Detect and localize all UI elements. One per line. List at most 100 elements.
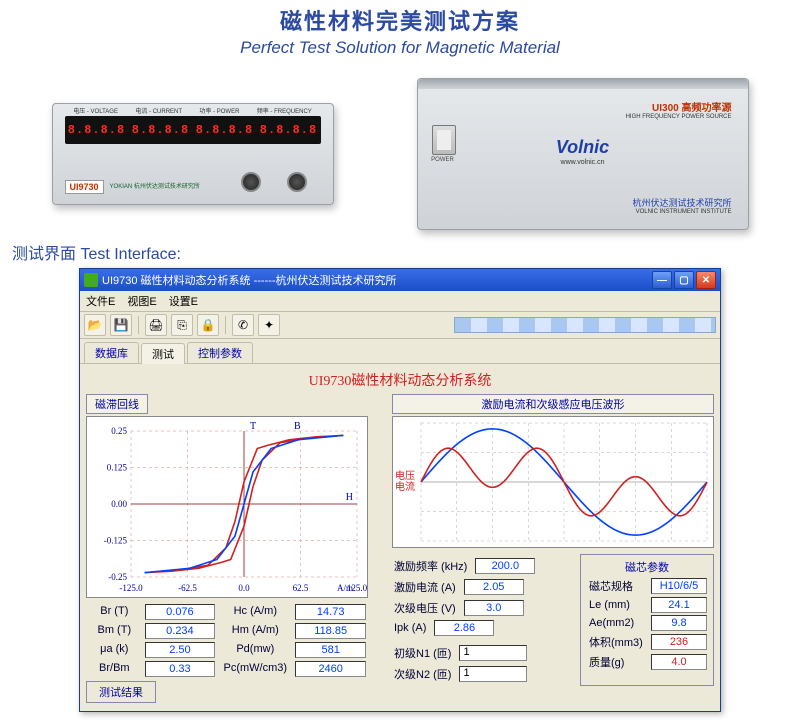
- tab-database[interactable]: 数据库: [84, 342, 139, 363]
- model-tag: UI9730: [65, 180, 104, 194]
- param-key: Pd(mw): [217, 642, 293, 658]
- svg-text:A/m: A/m: [337, 583, 353, 593]
- dev-right-model: UI300 高频功率源: [626, 99, 732, 114]
- n1-input[interactable]: 1: [459, 645, 527, 661]
- tool-open-icon[interactable]: 📂: [84, 314, 106, 336]
- tool-print-icon[interactable]: 🖨: [145, 314, 167, 336]
- param-key: Br (T): [86, 604, 143, 620]
- result-button[interactable]: 测试结果: [86, 681, 156, 703]
- svg-text:0.125: 0.125: [107, 463, 128, 473]
- tool-phone-icon[interactable]: ✆: [232, 314, 254, 336]
- tab-control-params[interactable]: 控制参数: [187, 342, 253, 363]
- dev-right-model-en: HIGH FREQUENCY POWER SOURCE: [626, 114, 732, 120]
- tool-star-icon[interactable]: ✦: [258, 314, 280, 336]
- app-icon: [84, 273, 98, 287]
- app-window: UI9730 磁性材料动态分析系统 ------杭州伏达测试技术研究所 — ▢ …: [79, 268, 721, 712]
- excite-value: 200.0: [475, 558, 535, 574]
- header-cn: 磁性材料完美测试方案: [0, 4, 800, 36]
- core-key: 体积(mm3): [587, 633, 645, 651]
- param-key: Hc (A/m): [217, 604, 293, 620]
- param-value: 2460: [295, 661, 366, 677]
- param-value: 2.50: [145, 642, 216, 658]
- logo-small: YOKIAN 杭州伏达测试技术研究所: [110, 184, 200, 190]
- param-value: 0.234: [145, 623, 216, 639]
- core-key: Le (mm): [587, 598, 645, 612]
- maximize-button[interactable]: ▢: [674, 271, 694, 289]
- excite-value: 3.0: [464, 600, 524, 616]
- col-left: 磁滞回线 -125.0-62.50.062.5125.0-0.25-0.1250…: [86, 394, 384, 703]
- tab-test[interactable]: 测试: [141, 343, 185, 364]
- param-key: Br/Bm: [86, 661, 143, 677]
- inst-en: VOLNIC INSTRUMENT INSTITUTE: [632, 209, 731, 215]
- hysteresis-label: 磁滞回线: [86, 394, 148, 414]
- col-right: 激励电流和次级感应电压波形 电压电流 激励频率 (kHz) 200.0 激励电流 (…: [392, 394, 714, 703]
- n2-label: 次级N2 (匝): [392, 665, 453, 683]
- param-value: 0.076: [145, 604, 216, 620]
- device-left: 电压 - VOLTAGE 电流 - CURRENT 功率 - POWER 频率 …: [52, 103, 334, 205]
- core-key: Ae(mm2): [587, 616, 645, 630]
- menu-settings[interactable]: 设置E: [169, 293, 198, 309]
- seg-freq: 8.8.8.8: [260, 123, 317, 137]
- menu-file[interactable]: 文件E: [86, 293, 115, 309]
- excite-key: 次级电压 (V): [392, 599, 458, 617]
- tool-save-icon[interactable]: 💾: [110, 314, 132, 336]
- svg-text:T: T: [250, 421, 256, 432]
- toolbar: 📂 💾 🖨 ⎘ 🔒 ✆ ✦: [80, 312, 720, 339]
- titlebar: UI9730 磁性材料动态分析系统 ------杭州伏达测试技术研究所 — ▢ …: [80, 269, 720, 291]
- content-title: UI9730磁性材料动态分析系统: [86, 370, 714, 390]
- seg-label: 电压 - VOLTAGE: [73, 106, 118, 115]
- close-button[interactable]: ✕: [696, 271, 716, 289]
- svg-text:H: H: [346, 492, 353, 503]
- waveform-plot: 电压电流: [392, 416, 714, 548]
- excite-value: 2.05: [464, 579, 524, 595]
- waveform-label: 激励电流和次级感应电压波形: [392, 394, 714, 414]
- excite-key: 激励频率 (kHz): [392, 557, 469, 575]
- param-value: 581: [295, 642, 366, 658]
- jack-2: [287, 172, 307, 192]
- svg-text:-62.5: -62.5: [178, 583, 197, 593]
- excite-key: Ipk (A): [392, 621, 428, 635]
- param-value: 14.73: [295, 604, 366, 620]
- param-key: μa (k): [86, 642, 143, 658]
- svg-text:-0.125: -0.125: [104, 536, 128, 546]
- param-value: 0.33: [145, 661, 216, 677]
- seg-label: 功率 - POWER: [199, 106, 239, 115]
- svg-text:0.0: 0.0: [238, 583, 250, 593]
- header-en: Perfect Test Solution for Magnetic Mater…: [0, 38, 800, 58]
- core-key: 质量(g): [587, 653, 645, 671]
- core-value: 4.0: [651, 654, 707, 670]
- svg-text:0.00: 0.00: [111, 499, 127, 509]
- brand-sub: www.volnic.cn: [418, 159, 748, 166]
- n1-label: 初级N1 (匝): [392, 644, 453, 662]
- minimize-button[interactable]: —: [652, 271, 672, 289]
- svg-text:B: B: [294, 421, 301, 432]
- seg-label: 频率 - FREQUENCY: [257, 106, 312, 115]
- tool-lock-icon[interactable]: 🔒: [197, 314, 219, 336]
- seg-power: 8.8.8.8: [196, 123, 253, 137]
- svg-text:-125.0: -125.0: [119, 583, 143, 593]
- waveform-axis-labels: 电压电流: [395, 471, 415, 493]
- jack-1: [241, 172, 261, 192]
- core-value: H10/6/5: [651, 578, 707, 594]
- seg-label: 电流 - CURRENT: [135, 106, 182, 115]
- tool-export-icon[interactable]: ⎘: [171, 314, 193, 336]
- excite-value: 2.86: [434, 620, 494, 636]
- svg-text:0.25: 0.25: [111, 426, 127, 436]
- core-value: 9.8: [651, 615, 707, 631]
- hysteresis-plot: -125.0-62.50.062.5125.0-0.25-0.1250.000.…: [86, 416, 368, 598]
- menubar: 文件E 视图E 设置E: [80, 291, 720, 312]
- core-value: 24.1: [651, 597, 707, 613]
- core-params-box: 磁芯参数 磁芯规格H10/6/5Le (mm)24.1Ae(mm2)9.8体积(…: [580, 554, 714, 686]
- seg-current: 8.8.8.8: [132, 123, 189, 137]
- n2-input[interactable]: 1: [459, 666, 527, 682]
- param-key: Hm (A/m): [217, 623, 293, 639]
- inst-cn: 杭州伏达测试技术研究所: [632, 198, 731, 208]
- param-key: Pc(mW/cm3): [217, 661, 293, 677]
- window-title: UI9730 磁性材料动态分析系统 ------杭州伏达测试技术研究所: [102, 272, 652, 288]
- param-value: 118.85: [295, 623, 366, 639]
- excite-key: 激励电流 (A): [392, 578, 458, 596]
- core-title: 磁芯参数: [587, 559, 707, 575]
- core-value: 236: [651, 634, 707, 650]
- menu-view[interactable]: 视图E: [127, 293, 156, 309]
- seg-voltage: 8.8.8.8: [68, 123, 125, 137]
